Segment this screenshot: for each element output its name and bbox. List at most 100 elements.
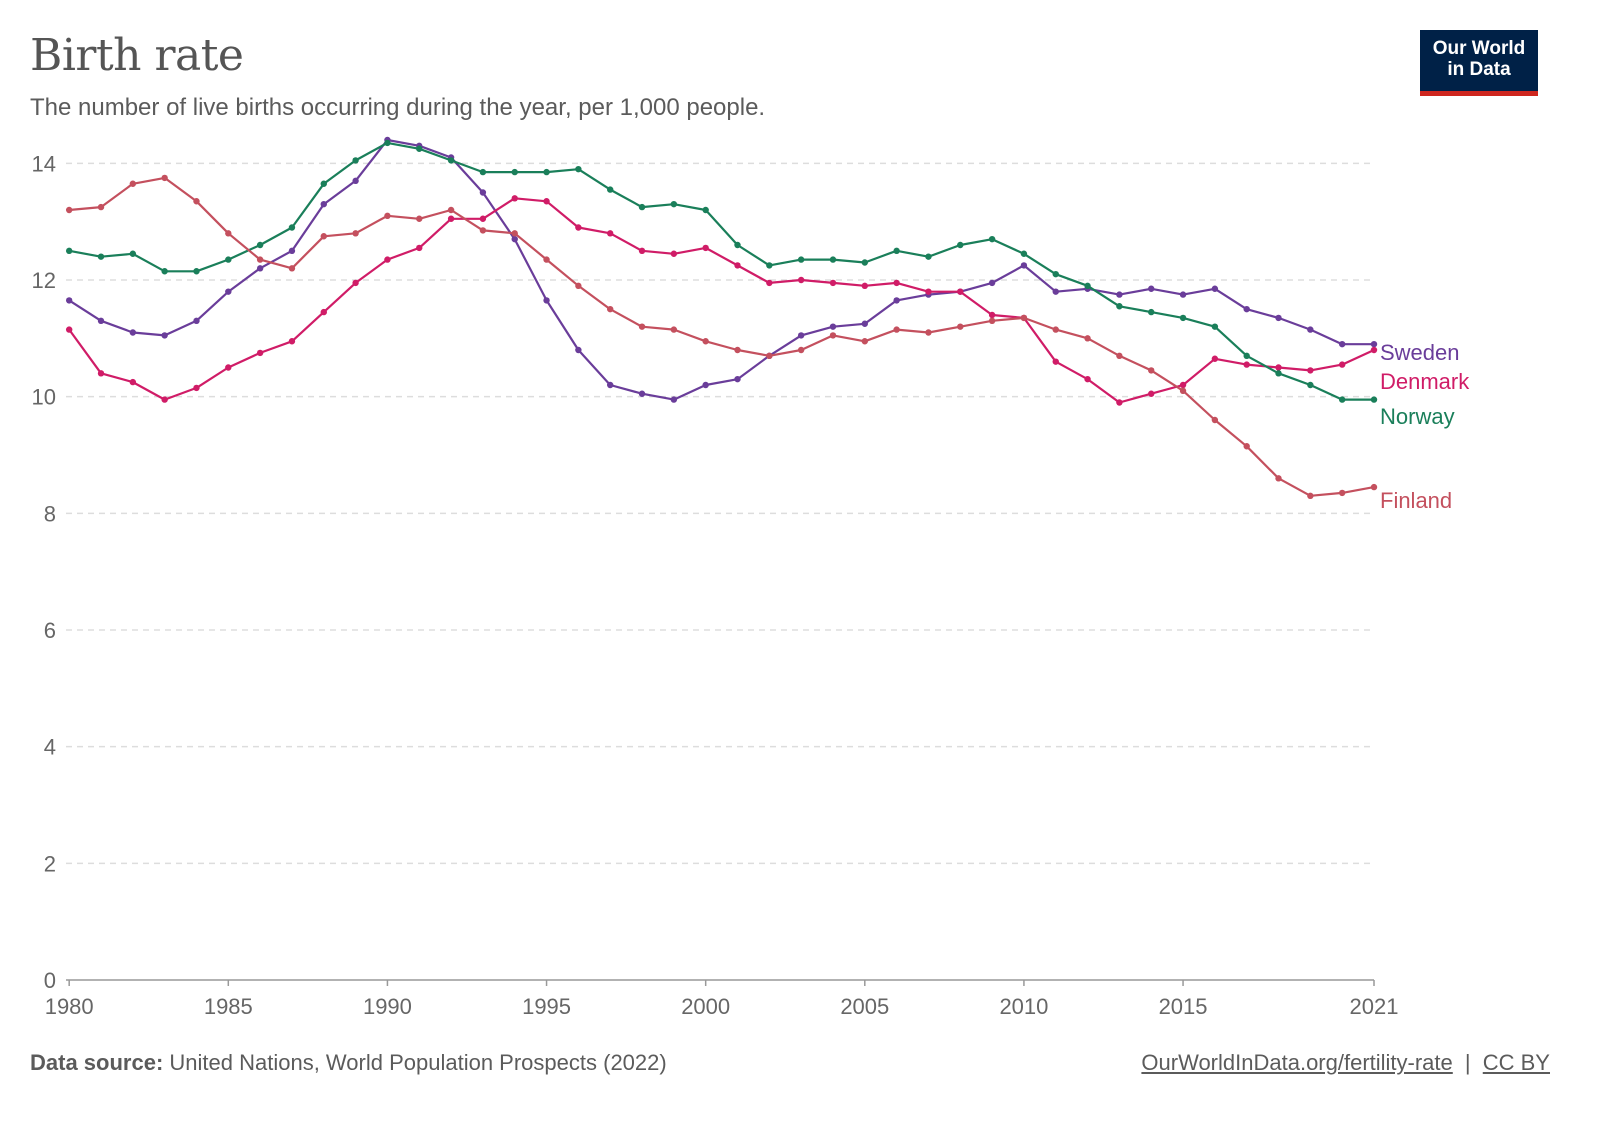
data-point-norway bbox=[607, 186, 614, 193]
data-point-denmark bbox=[447, 215, 455, 222]
data-point-norway bbox=[1084, 282, 1091, 290]
data-point-finland bbox=[607, 305, 614, 313]
data-point-finland bbox=[97, 203, 105, 211]
y-tick-label: 2 bbox=[44, 851, 56, 876]
data-point-denmark bbox=[702, 244, 709, 252]
data-point-sweden bbox=[225, 288, 232, 295]
y-tick-label: 14 bbox=[32, 151, 56, 176]
data-point-sweden bbox=[1179, 291, 1187, 298]
data-point-sweden bbox=[861, 320, 869, 327]
data-point-finland bbox=[1370, 483, 1378, 491]
data-point-denmark bbox=[1243, 361, 1250, 368]
data-point-sweden bbox=[1148, 285, 1155, 292]
data-point-denmark bbox=[575, 224, 582, 231]
data-point-sweden bbox=[193, 317, 200, 325]
y-tick-label: 6 bbox=[44, 618, 56, 643]
data-point-sweden bbox=[511, 235, 518, 243]
data-point-finland bbox=[65, 206, 73, 214]
data-point-norway bbox=[1052, 270, 1059, 278]
x-tick-label: 2010 bbox=[999, 994, 1048, 1019]
data-point-finland bbox=[829, 332, 837, 339]
source-url-link[interactable]: OurWorldInData.org/fertility-rate bbox=[1141, 1050, 1453, 1075]
data-point-denmark bbox=[479, 215, 487, 222]
chart-title: Birth rate bbox=[30, 30, 244, 81]
data-point-finland bbox=[129, 180, 137, 187]
data-point-denmark bbox=[65, 326, 73, 333]
data-point-norway bbox=[575, 165, 582, 173]
data-point-norway bbox=[288, 224, 296, 231]
data-point-finland bbox=[1243, 443, 1250, 450]
data-point-denmark bbox=[256, 349, 264, 357]
x-tick-label: 1990 bbox=[363, 994, 412, 1019]
data-point-finland bbox=[797, 346, 805, 354]
data-point-denmark bbox=[766, 279, 773, 287]
data-point-sweden bbox=[320, 200, 327, 208]
series-label-denmark: Denmark bbox=[1380, 369, 1470, 394]
data-point-sweden bbox=[702, 381, 709, 389]
data-point-finland bbox=[1084, 335, 1091, 342]
owid-logo[interactable]: Our World in Data bbox=[1420, 30, 1538, 96]
data-point-finland bbox=[957, 323, 964, 330]
data-point-finland bbox=[1116, 352, 1123, 360]
data-point-sweden bbox=[1211, 285, 1219, 292]
data-point-norway bbox=[638, 203, 646, 211]
data-point-denmark bbox=[511, 195, 518, 202]
data-point-norway bbox=[861, 259, 869, 266]
footer-separator: | bbox=[1464, 1050, 1471, 1075]
data-point-denmark bbox=[988, 311, 996, 319]
data-point-finland bbox=[575, 282, 582, 290]
data-point-finland bbox=[447, 206, 455, 214]
data-point-finland bbox=[352, 230, 359, 237]
data-point-norway bbox=[193, 268, 200, 275]
data-point-finland bbox=[702, 338, 709, 345]
data-point-sweden bbox=[797, 332, 805, 339]
series-line-denmark bbox=[68, 197, 1375, 404]
data-point-finland bbox=[1052, 326, 1059, 333]
data-point-norway bbox=[97, 253, 105, 260]
data-point-norway bbox=[797, 256, 805, 263]
data-point-finland bbox=[638, 323, 646, 330]
data-point-denmark bbox=[1211, 355, 1219, 362]
chart-subtitle: The number of live births occurring duri… bbox=[30, 94, 766, 121]
data-point-norway bbox=[702, 206, 709, 214]
data-point-finland bbox=[193, 198, 200, 205]
data-source-text: United Nations, World Population Prospec… bbox=[169, 1050, 667, 1075]
data-point-norway bbox=[225, 256, 232, 263]
data-point-norway bbox=[925, 253, 932, 260]
data-point-finland bbox=[988, 317, 996, 325]
data-point-denmark bbox=[1307, 367, 1314, 374]
data-point-sweden bbox=[161, 332, 168, 339]
data-point-norway bbox=[1275, 370, 1282, 377]
x-tick-label: 1995 bbox=[522, 994, 571, 1019]
data-point-norway bbox=[1370, 396, 1378, 403]
license-link[interactable]: CC BY bbox=[1482, 1050, 1550, 1075]
data-point-norway bbox=[1116, 303, 1123, 310]
data-point-denmark bbox=[1084, 375, 1091, 383]
data-point-finland bbox=[925, 329, 932, 336]
data-point-sweden bbox=[65, 297, 73, 304]
data-point-norway bbox=[1211, 323, 1219, 330]
data-point-denmark bbox=[957, 288, 964, 295]
data-point-denmark bbox=[1275, 364, 1282, 371]
data-point-finland bbox=[1307, 492, 1314, 500]
data-point-denmark bbox=[288, 338, 296, 345]
series-label-norway: Norway bbox=[1380, 404, 1455, 429]
data-point-norway bbox=[1243, 352, 1250, 360]
data-point-finland bbox=[1275, 475, 1282, 482]
x-tick-label: 2021 bbox=[1350, 994, 1399, 1019]
data-point-sweden bbox=[1275, 314, 1282, 322]
data-point-sweden bbox=[256, 265, 264, 272]
data-point-sweden bbox=[575, 346, 582, 354]
data-point-denmark bbox=[384, 256, 391, 263]
data-point-sweden bbox=[1338, 340, 1346, 348]
data-point-norway bbox=[1179, 314, 1187, 322]
data-point-sweden bbox=[352, 177, 359, 185]
data-point-norway bbox=[447, 157, 455, 164]
series-label-sweden: Sweden bbox=[1380, 340, 1460, 365]
data-point-denmark bbox=[893, 279, 900, 287]
data-point-sweden bbox=[893, 297, 900, 304]
data-point-sweden bbox=[607, 381, 614, 389]
data-point-sweden bbox=[1307, 326, 1314, 333]
data-point-denmark bbox=[1052, 358, 1059, 365]
data-point-finland bbox=[734, 346, 741, 354]
